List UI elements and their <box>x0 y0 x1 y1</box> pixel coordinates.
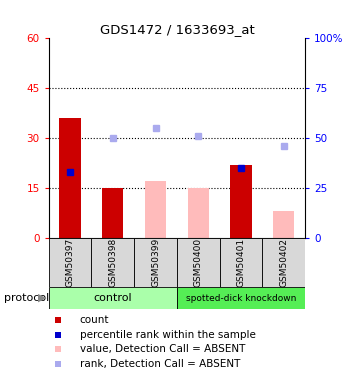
Text: count: count <box>80 315 109 326</box>
Bar <box>145 181 166 238</box>
Text: GSM50402: GSM50402 <box>279 238 288 287</box>
Bar <box>91 238 134 287</box>
Bar <box>230 165 252 238</box>
Bar <box>262 238 305 287</box>
Title: GDS1472 / 1633693_at: GDS1472 / 1633693_at <box>100 23 254 36</box>
Text: GSM50399: GSM50399 <box>151 238 160 287</box>
Bar <box>177 287 305 309</box>
Text: spotted-dick knockdown: spotted-dick knockdown <box>186 294 296 303</box>
Text: GSM50397: GSM50397 <box>66 238 75 287</box>
Text: GSM50401: GSM50401 <box>236 238 245 287</box>
Text: value, Detection Call = ABSENT: value, Detection Call = ABSENT <box>80 345 245 354</box>
Bar <box>102 188 123 238</box>
Text: ▶: ▶ <box>38 293 47 303</box>
Bar <box>60 118 81 238</box>
Text: GSM50398: GSM50398 <box>108 238 117 287</box>
Bar <box>134 238 177 287</box>
Bar <box>219 238 262 287</box>
Bar <box>177 238 219 287</box>
Text: protocol: protocol <box>4 293 49 303</box>
Text: percentile rank within the sample: percentile rank within the sample <box>80 330 256 340</box>
Text: GSM50400: GSM50400 <box>194 238 203 287</box>
Bar <box>49 287 177 309</box>
Bar <box>188 188 209 238</box>
Text: rank, Detection Call = ABSENT: rank, Detection Call = ABSENT <box>80 359 240 369</box>
Text: control: control <box>93 293 132 303</box>
Bar <box>273 211 294 238</box>
Bar <box>49 238 91 287</box>
